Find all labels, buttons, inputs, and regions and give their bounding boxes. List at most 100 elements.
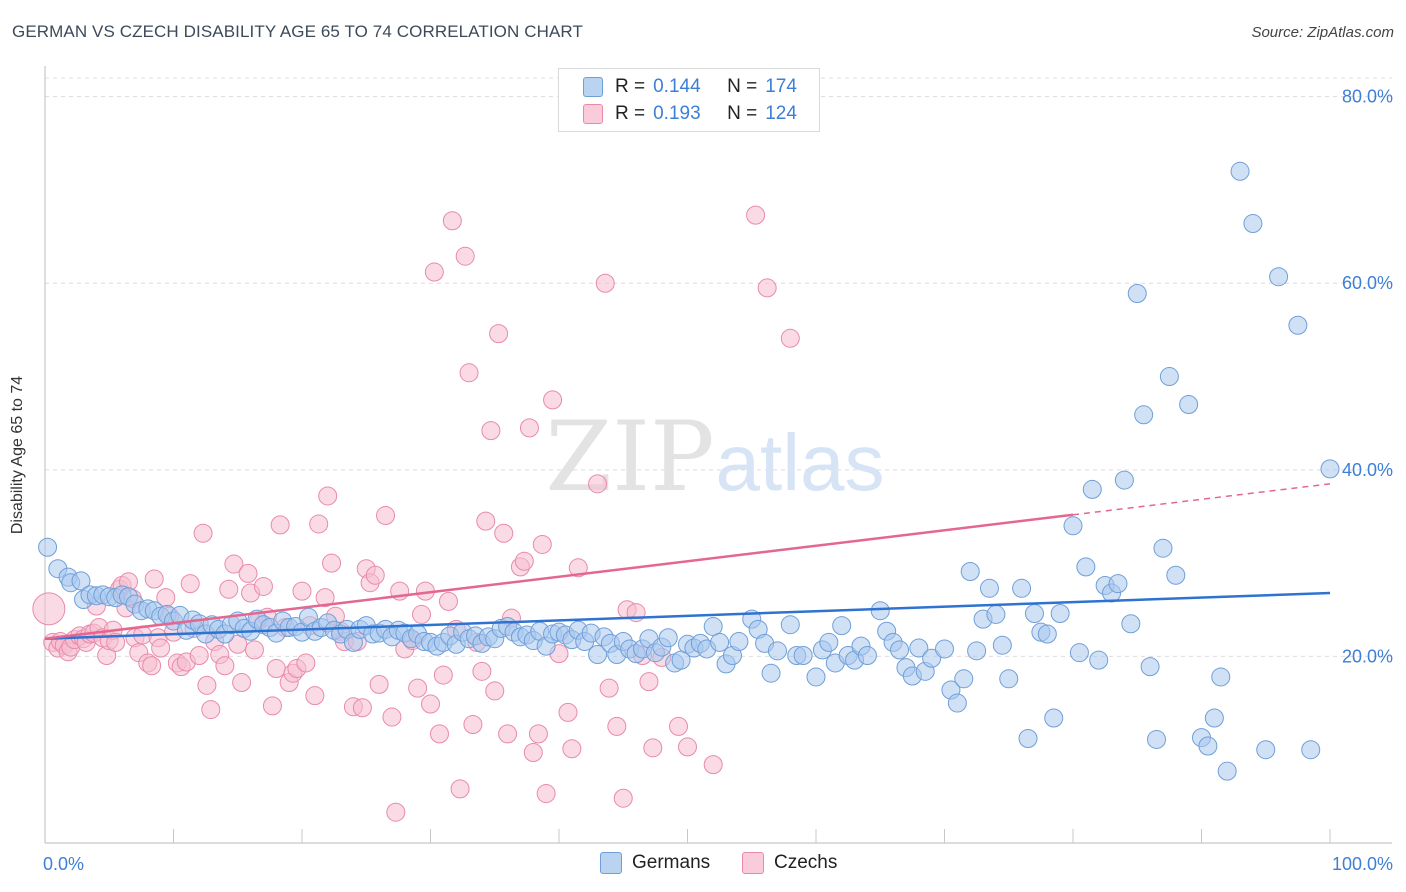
- germans-r-value: 0.144: [653, 76, 701, 97]
- germans-point: [761, 663, 781, 683]
- czechs-point: [193, 523, 213, 543]
- germans-point: [1147, 729, 1167, 749]
- germans-point: [935, 639, 954, 659]
- czechs-point: [528, 724, 548, 744]
- germans-point: [954, 669, 974, 689]
- watermark-atlas: atlas: [716, 418, 885, 507]
- germans-point: [1121, 614, 1141, 634]
- czechs-point: [292, 581, 312, 601]
- czechs-point: [532, 534, 552, 554]
- bottom-germans-swatch: [600, 852, 622, 874]
- bottom-czechs-swatch: [742, 852, 764, 874]
- chart-title: GERMAN VS CZECH DISABILITY AGE 65 TO 74 …: [12, 22, 583, 41]
- source-label: Source: ZipAtlas.com: [1251, 24, 1394, 41]
- germans-point: [1134, 405, 1154, 425]
- czechs-point: [607, 716, 627, 736]
- germans-point: [1198, 736, 1218, 756]
- germans-point: [1204, 708, 1224, 728]
- czechs-point: [244, 640, 264, 660]
- y-tick-label: 80.0%: [1342, 87, 1393, 107]
- czechs-point: [305, 686, 325, 706]
- czechs-point: [412, 604, 432, 624]
- czechs-point: [318, 486, 338, 506]
- czechs-point: [253, 576, 273, 596]
- czechs-point: [613, 788, 633, 808]
- czechs-point: [429, 724, 449, 744]
- czechs-point: [376, 506, 396, 526]
- x-tick-labels: 0.0% 100.0%: [43, 854, 1393, 874]
- germans-point: [1024, 604, 1044, 623]
- czechs-point: [232, 673, 252, 693]
- czechs-point: [498, 724, 518, 744]
- watermark: ZIP atlas: [545, 401, 884, 513]
- germans-point: [909, 638, 929, 658]
- watermark-zip: ZIP: [545, 401, 714, 513]
- czechs-points: [32, 205, 800, 822]
- bottom-legend-germans: Germans: [600, 852, 710, 874]
- germans-point: [870, 601, 890, 621]
- germans-point: [1243, 214, 1263, 234]
- germans-point: [658, 628, 678, 648]
- czechs-point: [536, 784, 556, 804]
- trend-lines: [44, 483, 1331, 640]
- czechs-point: [315, 588, 335, 608]
- germans-point: [1127, 284, 1147, 304]
- czechs-point: [669, 716, 689, 736]
- germans-point: [857, 645, 877, 665]
- czechs-point: [142, 656, 162, 676]
- czechs-point: [523, 743, 543, 763]
- czechs-point: [151, 638, 171, 658]
- czechs-point: [408, 678, 428, 698]
- germans-point: [780, 615, 800, 635]
- germans-point: [1140, 657, 1160, 677]
- germans-point: [1217, 761, 1237, 781]
- czechs-point: [494, 523, 514, 543]
- czechs-point: [481, 421, 501, 441]
- bottom-germans-label: Germans: [632, 852, 711, 873]
- x-tick-label-min: 0.0%: [43, 854, 84, 874]
- czechs-point: [558, 702, 578, 722]
- czechs-point: [463, 715, 483, 735]
- germans-point: [1076, 557, 1096, 577]
- germans-point: [806, 667, 826, 687]
- germans-point: [1018, 729, 1038, 749]
- legend: R = 0.144 N = 174 R = 0.193 N = 124: [558, 68, 820, 132]
- germans-point: [1153, 538, 1173, 558]
- germans-point: [767, 641, 787, 661]
- germans-point: [832, 616, 852, 636]
- germans-point: [1082, 479, 1102, 499]
- germans-point: [729, 631, 749, 651]
- germans-point: [1089, 650, 1109, 670]
- germans-n-value: 174: [765, 76, 797, 97]
- czechs-point: [180, 574, 200, 594]
- germans-point: [960, 562, 980, 582]
- germans-point: [1108, 574, 1128, 594]
- y-tick-label: 40.0%: [1342, 460, 1393, 480]
- czechs-point: [424, 262, 444, 282]
- czechs-point: [262, 696, 282, 716]
- czechs-point: [296, 653, 316, 673]
- czechs-swatch: [583, 104, 603, 124]
- germans-point: [1211, 667, 1231, 687]
- germans-point: [1288, 315, 1308, 335]
- germans-point: [588, 645, 608, 665]
- czechs-point: [780, 328, 800, 348]
- czechs-r-value: 0.193: [653, 103, 701, 124]
- germans-point: [1256, 740, 1276, 760]
- czechs-point: [421, 694, 440, 714]
- czechs-point: [514, 551, 534, 571]
- czechs-point: [32, 592, 66, 626]
- czechs-point: [438, 591, 458, 611]
- germans-point: [71, 571, 91, 591]
- germans-point: [1069, 643, 1089, 663]
- germans-point: [1301, 740, 1321, 760]
- czechs-point: [382, 707, 402, 727]
- czechs-point: [476, 511, 496, 531]
- germans-point: [1063, 516, 1083, 536]
- germans-point: [999, 669, 1019, 689]
- czechs-point: [543, 390, 563, 410]
- czechs-point: [519, 418, 539, 438]
- germans-point: [967, 641, 987, 661]
- czechs-point: [472, 661, 492, 681]
- y-tick-label: 20.0%: [1342, 646, 1393, 666]
